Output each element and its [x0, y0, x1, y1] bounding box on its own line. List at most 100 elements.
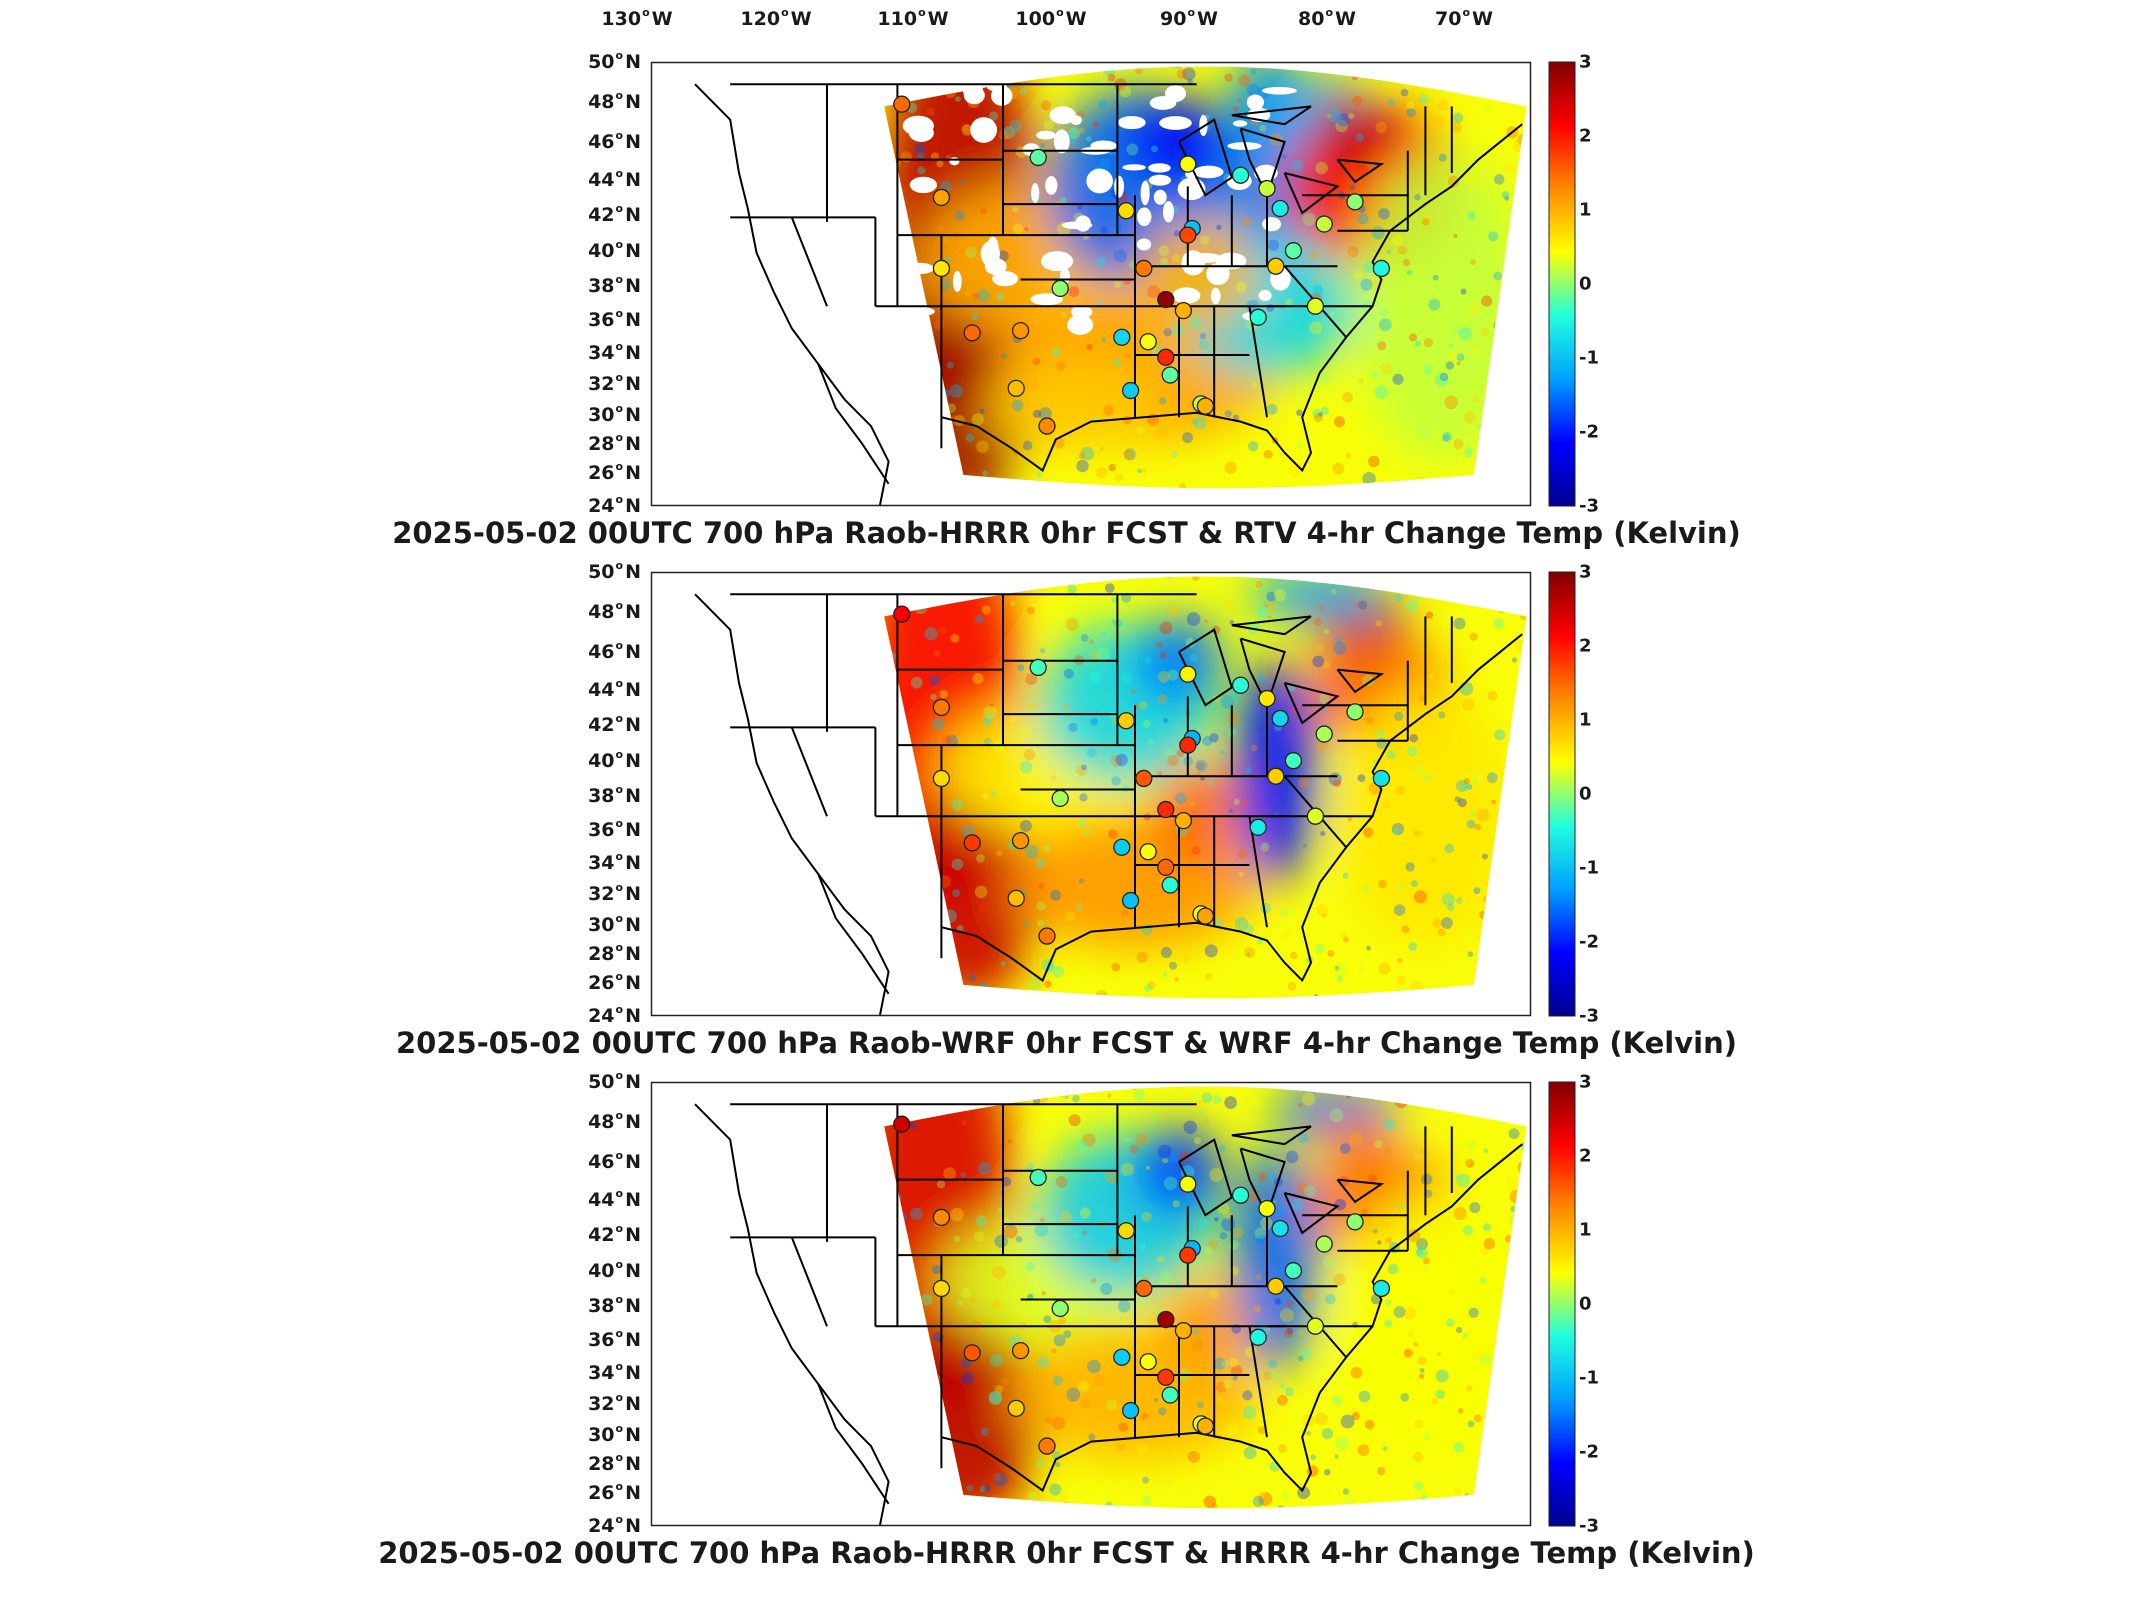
colorbar-gradient: [1548, 61, 1576, 507]
colorbar-tick-label: -3: [1579, 495, 1599, 517]
colorbar: [1548, 61, 1576, 507]
raob-site-marker: [963, 1344, 981, 1362]
lat-tick-label: 46o N: [588, 1148, 641, 1173]
temperature-change-field: [884, 576, 1527, 999]
raob-site-marker: [1011, 831, 1030, 850]
raob-site-marker: [1135, 259, 1153, 278]
lon-tick: 120o W: [740, 6, 812, 30]
temperature-change-field: [884, 66, 1527, 489]
raob-site-marker: [1315, 1235, 1333, 1253]
raob-site-marker: [1271, 709, 1289, 728]
colorbar-tick-label: 1: [1579, 1219, 1592, 1241]
raob-site-marker: [893, 605, 911, 623]
lat-tick-label: 44o N: [588, 166, 641, 191]
raob-site-marker: [932, 259, 951, 278]
raob-site-marker: [1258, 179, 1276, 198]
raob-site-marker: [1372, 769, 1391, 788]
raob-site-marker: [1135, 769, 1153, 788]
raob-site-marker: [1196, 1417, 1215, 1435]
colorbar-tick-label: 0: [1579, 273, 1592, 295]
raob-site-marker: [1179, 226, 1197, 244]
raob-site-marker: [1161, 366, 1179, 384]
raob-site-marker: [893, 1115, 911, 1133]
lat-tick-label: 40o N: [588, 237, 641, 262]
raob-site-marker: [1038, 417, 1056, 435]
colorbar-tick-label: -3: [1579, 1005, 1599, 1027]
raob-site-marker: [1117, 1222, 1135, 1240]
raob-site-marker: [1113, 1348, 1131, 1366]
lat-tick-label: 28o N: [588, 1450, 641, 1475]
lon-tick: 110o W: [877, 6, 949, 30]
lat-tick-label: 26o N: [588, 969, 641, 994]
lat-tick-label: 38o N: [588, 783, 641, 808]
raob-site-marker: [1051, 789, 1069, 808]
raob-site-marker: [1121, 381, 1140, 400]
colorbar-tick-label: -2: [1579, 421, 1599, 443]
colorbar-tick-label: -2: [1579, 931, 1599, 953]
raob-site-marker: [1038, 927, 1056, 945]
raob-site-marker: [1284, 752, 1303, 770]
lat-tick-label: 48o N: [588, 1108, 641, 1133]
raob-site-marker: [1157, 290, 1175, 309]
raob-site-marker: [1315, 725, 1333, 743]
lon-tick: 80o W: [1298, 6, 1356, 30]
lat-tick-label: 30o N: [588, 1421, 641, 1446]
lat-tick-label: 26o N: [588, 459, 641, 484]
state-borders: [694, 593, 1523, 1017]
raob-site-marker: [1306, 1317, 1325, 1335]
raob-site-marker: [1258, 689, 1276, 708]
raob-site-marker: [932, 188, 951, 207]
raob-site-marker: [1029, 148, 1047, 167]
lat-tick-label: 24o N: [588, 493, 641, 517]
raob-site-marker: [1231, 676, 1250, 694]
panel-title: 2025-05-02 00UTC 700 hPa Raob-WRF 0hr FC…: [395, 1026, 1737, 1060]
raob-site-marker: [1117, 202, 1135, 220]
raob-site-marker: [1267, 257, 1285, 275]
lat-tick-label: 24o N: [588, 1513, 641, 1537]
raob-site-marker: [1179, 155, 1197, 173]
colorbar-tick-label: -2: [1579, 1441, 1599, 1463]
raob-site-marker: [1315, 215, 1333, 233]
lat-tick-label: 50o N: [588, 559, 641, 583]
lat-tick-label: 30o N: [588, 911, 641, 936]
map-frame: [650, 61, 1532, 507]
raob-site-marker: [1121, 891, 1140, 910]
raob-site-marker: [1007, 1399, 1025, 1417]
raob-site-marker: [1161, 1386, 1179, 1404]
raob-site-marker: [1249, 818, 1267, 836]
lat-tick-label: 34o N: [588, 1359, 641, 1384]
lat-tick-label: 40o N: [588, 1257, 641, 1282]
raob-site-marker: [1346, 1213, 1364, 1231]
raob-site-marker: [1135, 1279, 1153, 1298]
lat-tick-label: 36o N: [588, 306, 641, 331]
lat-tick-label: 28o N: [588, 940, 641, 965]
lat-tick-label: 50o N: [588, 1069, 641, 1093]
raob-site-marker: [1196, 397, 1215, 415]
raob-sites: [893, 1115, 1391, 1455]
raob-site-marker: [1157, 1368, 1175, 1386]
raob-site-marker: [1249, 308, 1267, 326]
colorbar-tick-label: 0: [1579, 783, 1592, 805]
lat-tick-label: 48o N: [588, 598, 641, 623]
raob-site-marker: [1249, 1328, 1267, 1346]
colorbar-tick-label: -1: [1579, 857, 1599, 879]
raob-site-marker: [1007, 379, 1025, 397]
lat-tick-label: 32o N: [588, 1390, 641, 1415]
raob-site-marker: [963, 324, 981, 342]
temperature-map: [650, 61, 1532, 507]
raob-site-marker: [1157, 1310, 1175, 1329]
raob-site-marker: [1113, 838, 1131, 856]
lat-tick-label: 36o N: [588, 816, 641, 841]
temperature-change-field: [884, 1086, 1527, 1509]
colorbar-tick-label: -1: [1579, 1367, 1599, 1389]
colorbar-tick-label: 2: [1579, 1145, 1592, 1167]
raob-site-marker: [1372, 1279, 1391, 1298]
raob-sites: [893, 95, 1391, 435]
raob-site-marker: [1258, 1199, 1276, 1218]
lat-tick-label: 36o N: [588, 1326, 641, 1351]
raob-site-marker: [1346, 703, 1364, 721]
raob-site-marker: [932, 769, 951, 788]
raob-site-marker: [1051, 1299, 1069, 1318]
panel-title: 2025-05-02 00UTC 700 hPa Raob-HRRR 0hr F…: [392, 516, 1741, 550]
lat-tick-label: 50o N: [588, 49, 641, 73]
